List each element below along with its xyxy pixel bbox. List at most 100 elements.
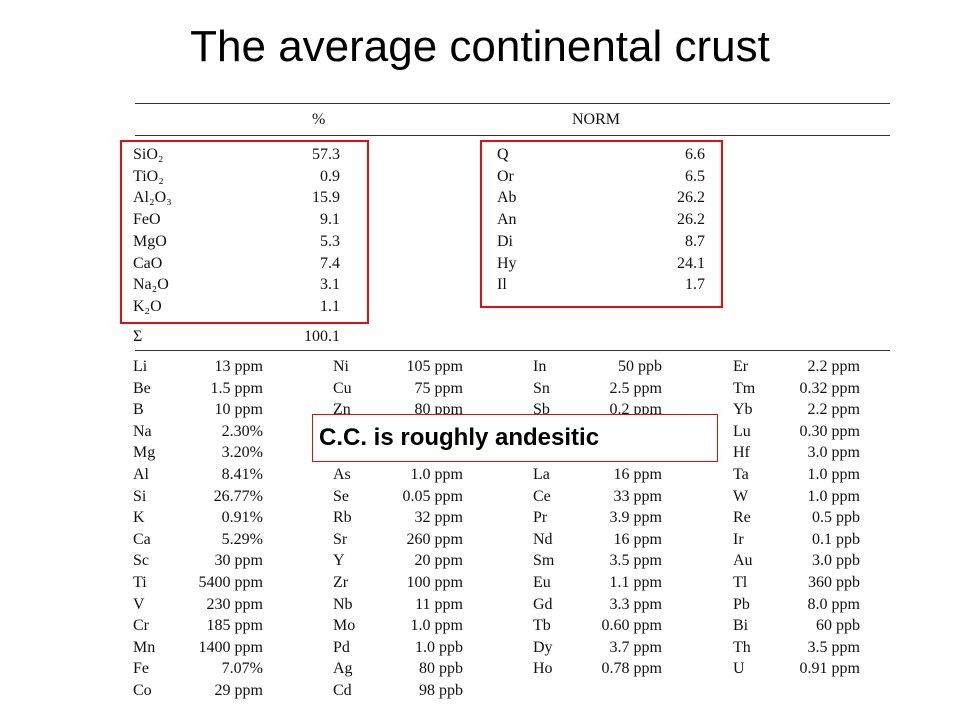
element-abundance: 16 ppm — [613, 466, 662, 483]
element-abundance: 5.29% — [221, 530, 263, 548]
element-name: Ag — [333, 660, 353, 678]
element-abundance: 3.7 ppm — [609, 638, 662, 656]
element-abundance: 50 ppb — [618, 358, 662, 375]
element-abundance: 260 ppm — [406, 530, 463, 548]
element-name: Mo — [333, 617, 356, 635]
norm-value: 26.2 — [677, 189, 705, 207]
element-abundance: 3.20% — [221, 444, 263, 462]
element-abundance: 8.41% — [221, 466, 263, 483]
element-abundance: 2.2 ppm — [807, 358, 860, 375]
element-abundance: 0.2 ppm — [609, 401, 662, 419]
element-name: Ta — [733, 466, 749, 483]
oxide-value: 1.1 — [320, 297, 340, 315]
element-abundance: 360 ppb — [808, 574, 860, 591]
element-name: Tb — [533, 617, 551, 635]
norm-value: 26.2 — [677, 211, 705, 229]
element-abundance: 0.1 ppb — [812, 530, 860, 548]
element-abundance: 0.32 ppm — [799, 379, 860, 397]
element-abundance: 0.5 ppb — [812, 509, 860, 527]
element-abundance: 1400 ppm — [198, 638, 263, 656]
norm-name: Ab — [497, 189, 517, 207]
element-abundance: 0.05 ppm — [402, 487, 463, 505]
sum-label: Σ — [133, 328, 143, 345]
oxide-name: MgO — [133, 232, 167, 250]
element-name: Dy — [533, 638, 553, 656]
element-name: Pb — [733, 595, 750, 613]
element-name: Cr — [133, 617, 149, 635]
element-name: Pr — [533, 509, 548, 527]
element-abundance: 3.5 ppm — [807, 638, 860, 656]
element-abundance: 11 ppm — [415, 595, 463, 613]
element-name: Au — [733, 552, 753, 570]
norm-name: Il — [497, 276, 507, 294]
element-abundance: 10 ppm — [214, 401, 263, 419]
element-name: Tl — [733, 574, 748, 591]
element-abundance: 75 ppm — [414, 379, 463, 397]
element-name: Nd — [533, 530, 553, 548]
element-abundance: 3.5 ppm — [609, 552, 662, 570]
element-name: Ir — [733, 530, 744, 548]
element-abundance: 0.91 ppm — [799, 660, 860, 678]
rule — [135, 350, 890, 351]
element-name: Al — [133, 466, 149, 483]
norm-name: Or — [497, 167, 514, 185]
element-name: Hf — [733, 444, 750, 462]
callout: C.C. is roughly andesitic — [312, 414, 718, 462]
oxide-name: K₂O — [133, 297, 162, 315]
element-abundance: 1.0 ppm — [807, 466, 860, 483]
element-name: Ce — [533, 487, 551, 505]
element-name: W — [733, 487, 749, 505]
element-name: Pd — [333, 638, 350, 656]
element-name: Sc — [133, 552, 149, 570]
element-abundance: 2.2 ppm — [807, 401, 860, 419]
element-abundance: 29 ppm — [214, 682, 263, 699]
element-abundance: 2.30% — [221, 422, 263, 440]
element-name: Th — [733, 638, 751, 656]
element-abundance: 80 ppb — [419, 660, 463, 678]
element-abundance: 230 ppm — [206, 595, 263, 613]
norm-name: An — [497, 211, 517, 229]
oxide-value: 5.3 — [320, 232, 340, 250]
rule — [135, 135, 890, 136]
element-abundance: 80 ppm — [414, 401, 463, 419]
oxide-value: 15.9 — [312, 189, 340, 207]
element-abundance: 185 ppm — [206, 617, 263, 635]
element-abundance: 3.0 ppm — [807, 444, 860, 462]
oxide-name: Al₂O₃ — [133, 189, 172, 207]
element-name: Na — [133, 422, 152, 440]
element-name: U — [733, 660, 745, 678]
norm-value: 24.1 — [677, 254, 705, 272]
element-name: Nb — [333, 595, 353, 613]
element-abundance: 105 ppm — [406, 358, 463, 375]
norm-value: 6.6 — [685, 146, 705, 163]
element-name: Zr — [333, 574, 349, 591]
element-abundance: 1.0 ppm — [807, 487, 860, 505]
element-abundance: 26.77% — [213, 487, 263, 505]
element-name: Rb — [333, 509, 352, 527]
element-name: Co — [133, 682, 152, 699]
element-name: Ni — [333, 358, 349, 375]
norm-value: 8.7 — [685, 232, 705, 250]
element-abundance: 1.0 ppm — [410, 617, 463, 635]
element-name: Yb — [733, 401, 753, 419]
rule — [135, 103, 890, 104]
element-abundance: 16 ppm — [613, 530, 662, 548]
element-abundance: 8.0 ppm — [807, 595, 860, 613]
element-name: Zn — [333, 401, 351, 419]
element-abundance: 3.9 ppm — [609, 509, 662, 527]
element-name: Mg — [133, 444, 156, 462]
oxide-value: 3.1 — [320, 276, 340, 294]
oxide-value: 0.9 — [320, 167, 340, 185]
element-name: As — [333, 466, 351, 483]
element-name: Y — [333, 552, 345, 570]
oxide-name: TiO₂ — [133, 167, 164, 185]
element-name: Fe — [133, 660, 149, 678]
element-name: Eu — [533, 574, 551, 591]
element-abundance: 1.0 ppb — [415, 638, 463, 656]
element-name: In — [533, 358, 547, 375]
sum-value: 100.1 — [304, 328, 340, 345]
norm-value: 1.7 — [685, 276, 705, 294]
element-abundance: 33 ppm — [613, 487, 662, 505]
element-name: La — [533, 466, 550, 483]
element-abundance: 1.0 ppm — [410, 466, 463, 483]
